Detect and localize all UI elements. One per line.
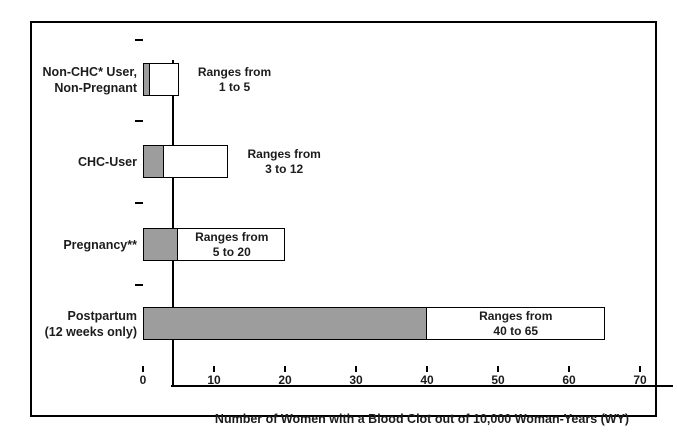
range-annotation: Ranges from 3 to 12: [234, 147, 334, 177]
x-axis-tick-label: 50: [491, 373, 505, 387]
category-label-line: Postpartum: [67, 308, 137, 323]
range-bar: [143, 228, 285, 261]
x-axis-tick: [213, 366, 215, 372]
x-axis-tick: [284, 366, 286, 372]
range-bar: [143, 145, 229, 178]
range-bar: [143, 307, 605, 340]
category-label-line: CHC-User: [77, 154, 137, 169]
range-annotation-line: 40 to 65: [493, 323, 539, 338]
range-annotation-line: 3 to 12: [265, 161, 304, 176]
range-annotation: Ranges from 5 to 20: [179, 230, 286, 260]
range-bar-low-segment: [144, 64, 150, 95]
x-axis-tick: [426, 366, 428, 372]
category-label: Non-CHC* User, Non-Pregnant: [25, 64, 137, 96]
x-axis-tick-label: 40: [420, 373, 434, 387]
x-axis-tick: [639, 366, 641, 372]
x-axis-title: Number of Women with a Blood Clot out of…: [214, 412, 630, 426]
x-axis-tick-label: 60: [562, 373, 576, 387]
category-label: CHC-User: [25, 154, 137, 170]
x-axis-tick: [355, 366, 357, 372]
range-annotation: Ranges from 1 to 5: [185, 65, 285, 95]
x-axis-tick-label: 20: [278, 373, 292, 387]
x-axis-tick: [142, 366, 144, 372]
range-annotation: Ranges from 40 to 65: [427, 309, 605, 339]
figure-frame: 0 10 20 30 40 50 60 70 Non-CHC* User, Non-Pregna…: [30, 21, 673, 426]
x-axis-tick-label: 10: [207, 373, 221, 387]
x-axis-tick: [568, 366, 570, 372]
category-label-line: Non-Pregnant: [54, 80, 137, 95]
range-bar-low-segment: [144, 229, 178, 260]
category-label: Postpartum (12 weeks only): [25, 308, 137, 340]
x-axis-tick-label: 30: [349, 373, 363, 387]
x-axis-tick-label: 70: [633, 373, 647, 387]
range-annotation-line: Ranges from: [479, 308, 553, 323]
range-bar-low-segment: [144, 308, 427, 339]
range-annotation-line: Ranges from: [195, 229, 269, 244]
range-annotation-line: 5 to 20: [212, 244, 251, 259]
x-axis-tick: [497, 366, 499, 372]
category-label-line: Non-CHC* User,: [42, 64, 137, 79]
y-axis-tick: [135, 284, 143, 286]
x-axis-line: [171, 385, 673, 387]
range-bar-low-segment: [144, 146, 164, 177]
category-label-line: Pregnancy**: [63, 237, 137, 252]
range-annotation-line: Ranges from: [247, 146, 321, 161]
y-axis-tick: [135, 39, 143, 41]
range-annotation-line: 1 to 5: [218, 79, 251, 94]
range-bar: [143, 63, 179, 96]
range-annotation-line: Ranges from: [197, 64, 272, 79]
y-axis-tick: [135, 120, 143, 122]
y-axis-tick: [135, 202, 143, 204]
x-axis-tick-label: 0: [139, 373, 147, 387]
y-axis-line: [172, 60, 174, 386]
category-label-line: (12 weeks only): [44, 324, 137, 339]
category-label: Pregnancy**: [25, 237, 137, 253]
